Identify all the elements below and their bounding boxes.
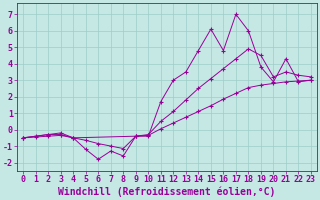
X-axis label: Windchill (Refroidissement éolien,°C): Windchill (Refroidissement éolien,°C): [58, 187, 276, 197]
